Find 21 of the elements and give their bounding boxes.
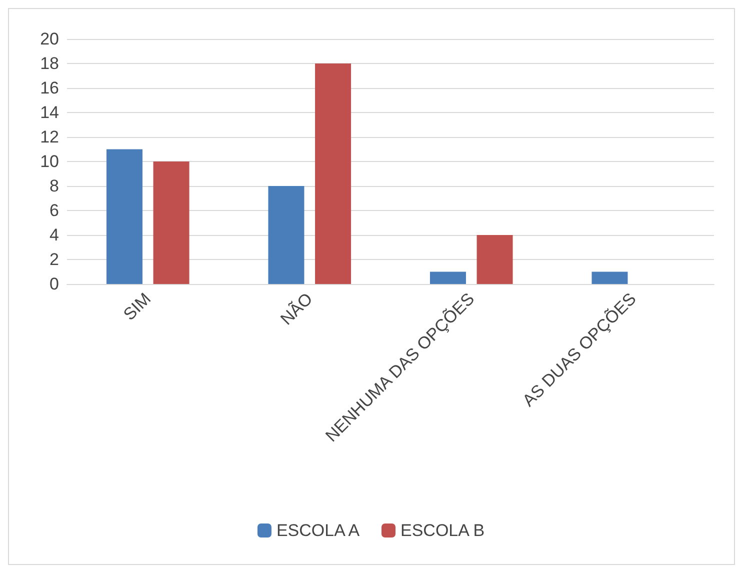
y-tick-label: 14 bbox=[40, 103, 59, 122]
bar bbox=[476, 235, 513, 284]
y-tick-label: 8 bbox=[50, 176, 59, 196]
bar bbox=[106, 149, 142, 284]
y-tick-label: 10 bbox=[40, 152, 59, 171]
x-tick-label: SIM bbox=[120, 289, 155, 324]
y-tick-label: 16 bbox=[40, 78, 59, 98]
bar bbox=[153, 162, 190, 284]
y-tick-label: 4 bbox=[50, 226, 59, 244]
y-tick-label: 2 bbox=[50, 250, 59, 269]
y-tick-label: 6 bbox=[50, 201, 59, 220]
y-tick-label: 12 bbox=[40, 128, 59, 146]
legend-label: ESCOLA B bbox=[400, 521, 485, 540]
bar bbox=[430, 272, 466, 284]
y-tick-label: 20 bbox=[40, 30, 59, 48]
bar bbox=[592, 272, 628, 284]
y-tick-label: 18 bbox=[40, 54, 59, 73]
bar bbox=[315, 64, 352, 284]
bar bbox=[268, 186, 304, 284]
y-tick-label: 0 bbox=[50, 274, 59, 294]
legend-label: ESCOLA A bbox=[276, 521, 360, 540]
